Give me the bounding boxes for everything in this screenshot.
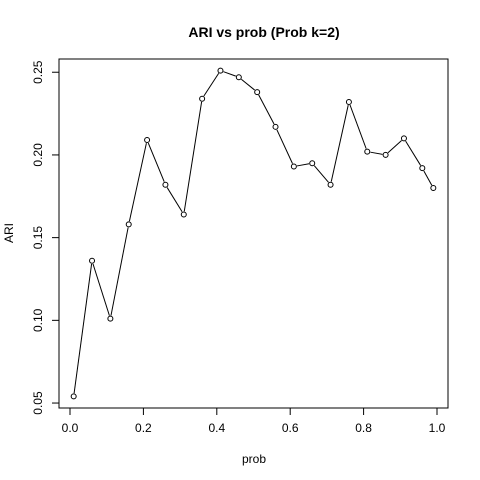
- data-point: [199, 95, 206, 102]
- y-tick-label: 0.15: [31, 226, 45, 250]
- series-segment: [276, 129, 293, 164]
- y-tick-label: 0.20: [31, 143, 45, 167]
- data-point: [290, 163, 297, 170]
- x-tick-label: 0.6: [282, 421, 299, 435]
- series-segment: [296, 163, 310, 167]
- series-segment: [240, 78, 255, 91]
- series-segment: [313, 165, 329, 183]
- y-tick-label: 0.25: [31, 60, 45, 84]
- x-axis-label: prob: [242, 452, 266, 466]
- y-tick-label: 0.05: [31, 391, 45, 415]
- data-point: [235, 74, 242, 81]
- series-segment: [349, 104, 367, 149]
- chart-title: ARI vs prob (Prob k=2): [188, 24, 339, 40]
- x-axis: 0.0 0.2 0.4 0.6 0.8 1.0: [62, 408, 446, 435]
- x-tick-label: 0.4: [208, 421, 225, 435]
- data-point: [345, 99, 352, 106]
- series-segment: [128, 143, 147, 222]
- series-segment: [92, 263, 110, 316]
- y-axis-label: ARI: [2, 223, 16, 243]
- data-point: [272, 123, 279, 130]
- series-segment: [166, 187, 183, 213]
- data-point: [364, 148, 371, 155]
- series-segment: [387, 140, 402, 154]
- data-point: [419, 165, 426, 172]
- series-segment: [370, 151, 383, 155]
- series-segment: [73, 263, 93, 394]
- data-point: [144, 137, 151, 144]
- series-segment: [223, 71, 236, 77]
- data-point: [400, 135, 407, 142]
- y-axis: 0.05 0.10 0.15 0.20 0.25: [31, 60, 59, 415]
- data-point: [254, 89, 261, 96]
- series-layer: [70, 67, 437, 400]
- series-segment: [183, 101, 203, 212]
- data-point: [70, 393, 77, 400]
- series-segment: [147, 142, 165, 182]
- series-segment: [203, 72, 220, 97]
- data-point: [180, 211, 187, 218]
- data-point: [430, 185, 437, 192]
- x-tick-label: 0.8: [355, 421, 372, 435]
- series-segment: [405, 140, 422, 166]
- y-tick-label: 0.10: [31, 308, 45, 332]
- series-segment: [258, 94, 275, 125]
- x-tick-label: 0.0: [62, 421, 79, 435]
- series-segment: [330, 105, 349, 182]
- data-point: [327, 181, 334, 188]
- data-point: [217, 67, 224, 74]
- plot-frame: [58, 58, 449, 409]
- data-point: [107, 315, 114, 322]
- series-segment: [423, 170, 433, 186]
- data-point: [89, 257, 96, 264]
- data-point: [125, 221, 132, 228]
- x-tick-label: 0.2: [135, 421, 152, 435]
- data-point: [382, 151, 389, 158]
- data-point: [162, 181, 169, 188]
- data-point: [309, 160, 316, 167]
- series-segment: [110, 227, 129, 316]
- x-tick-label: 1.0: [429, 421, 446, 435]
